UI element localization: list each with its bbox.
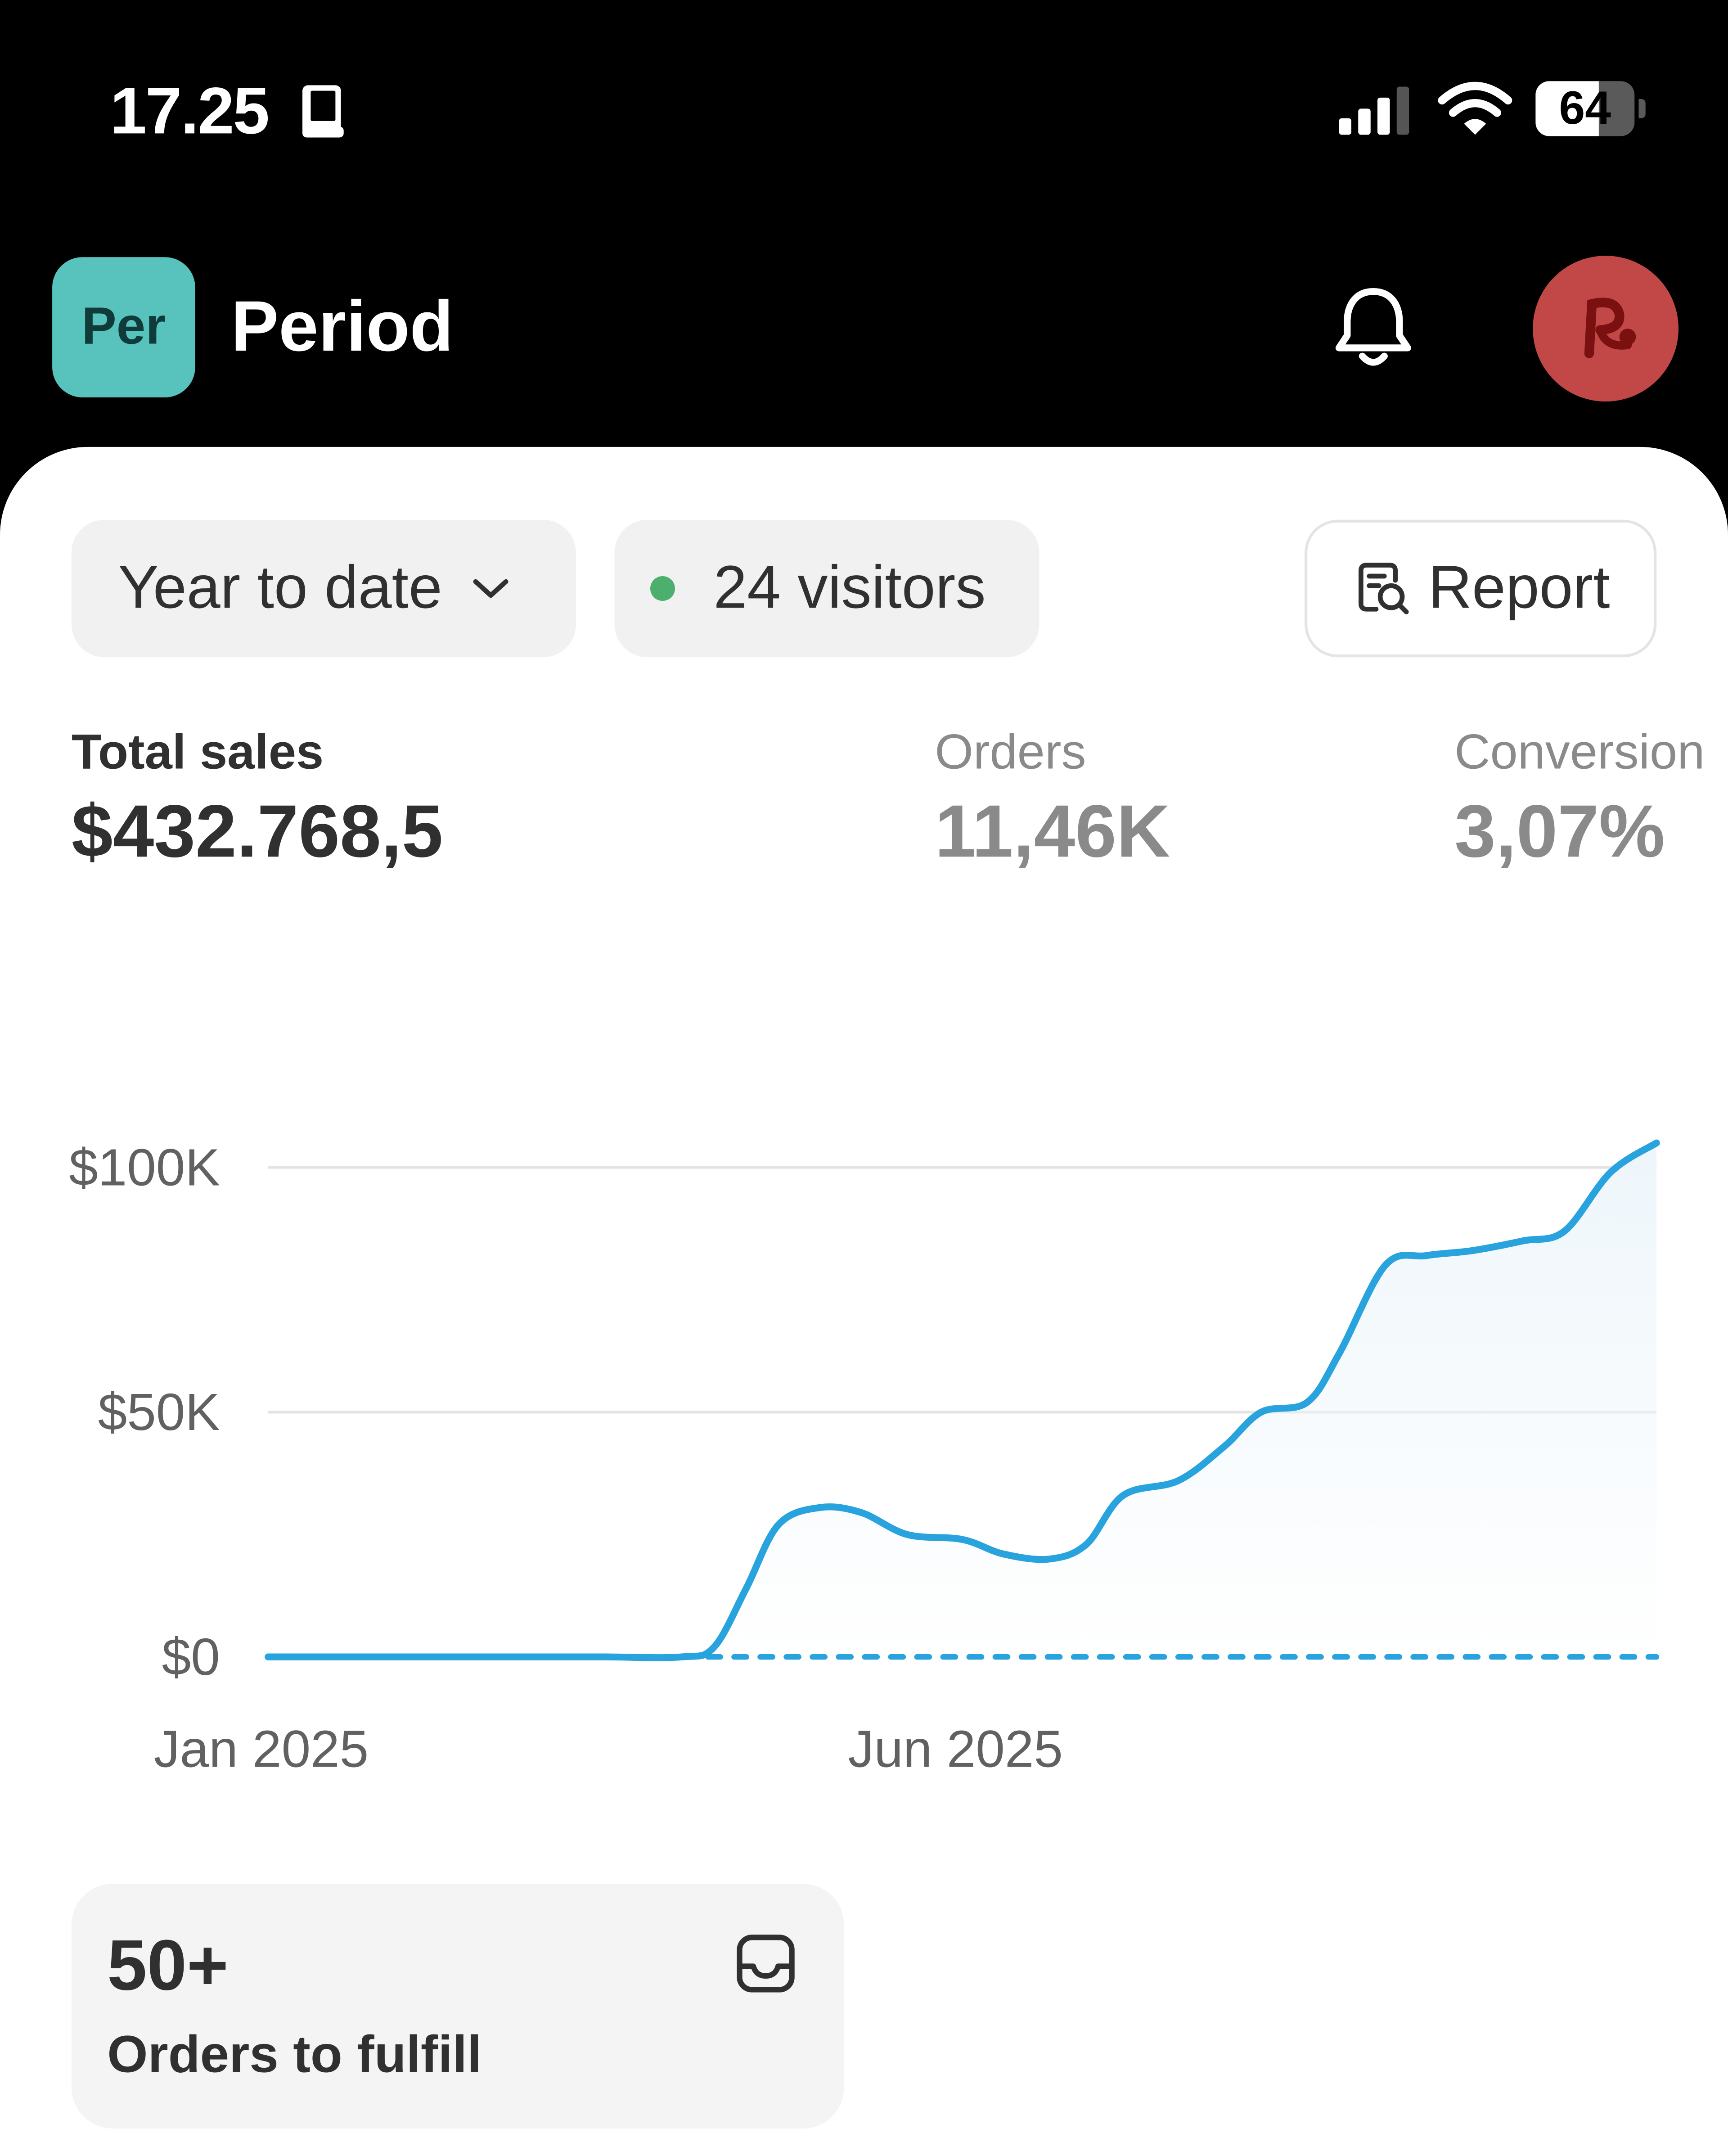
report-label: Report	[1428, 554, 1610, 622]
book-icon	[302, 85, 344, 138]
live-visitors-button[interactable]: 24 visitors	[614, 519, 1040, 658]
battery-icon: 64	[1535, 81, 1635, 136]
conversion-label[interactable]: Conversion	[1454, 723, 1705, 780]
cellular-signal-icon	[1339, 86, 1409, 135]
y-tick-label: $0	[162, 1628, 220, 1686]
y-tick-label: $50K	[98, 1383, 220, 1441]
visitors-label: 24 visitors	[713, 554, 986, 622]
avatar-logo-icon	[1584, 298, 1636, 358]
x-tick-label: Jun 2025	[848, 1720, 1063, 1778]
store-badge[interactable]: Per	[52, 257, 195, 397]
total-sales-label[interactable]: Total sales	[71, 723, 324, 780]
inbox-icon	[737, 1935, 795, 1993]
orders-value[interactable]: 11,46K	[935, 790, 1170, 873]
sales-series-line	[265, 1139, 1660, 1661]
y-tick-label: $100K	[69, 1138, 220, 1196]
chevron-down-icon	[472, 579, 508, 598]
store-name[interactable]: Period	[231, 287, 454, 367]
report-search-icon	[1359, 563, 1409, 614]
date-range-dropdown[interactable]: Year to date	[71, 519, 576, 658]
report-button[interactable]: Report	[1305, 519, 1657, 658]
area-fill	[268, 1143, 1657, 1658]
battery-nub	[1638, 99, 1646, 118]
battery-level: 64	[1559, 82, 1611, 135]
orders-to-fulfill-label: Orders to fulfill	[107, 2026, 482, 2085]
wifi-icon	[1438, 81, 1512, 135]
orders-label[interactable]: Orders	[935, 723, 1086, 780]
orders-to-fulfill-card[interactable]	[71, 1884, 844, 2129]
x-tick-label: Jan 2025	[154, 1720, 369, 1778]
avatar[interactable]	[1533, 256, 1679, 402]
conversion-value[interactable]: 3,07%	[1454, 790, 1665, 873]
live-dot-icon	[650, 576, 675, 601]
date-range-label: Year to date	[118, 554, 442, 622]
orders-to-fulfill-count: 50+	[107, 1926, 229, 2007]
status-time: 17.25	[110, 76, 270, 149]
bell-icon[interactable]	[1328, 283, 1419, 374]
total-sales-value[interactable]: $432.768,5	[71, 790, 443, 873]
sales-line-chart[interactable]: $100K $50K $0 Jan 2025 Jun 2025	[0, 1073, 1728, 1815]
battery-fill	[1535, 81, 1599, 136]
